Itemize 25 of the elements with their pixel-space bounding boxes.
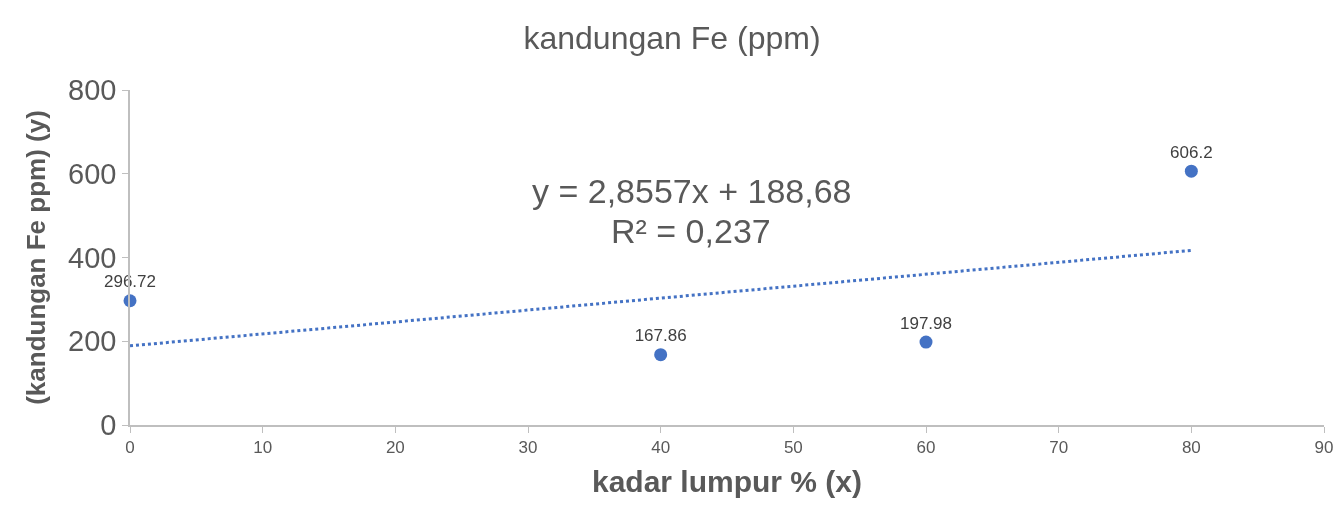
x-tick-label: 70	[1049, 438, 1069, 458]
chart-title: kandungan Fe (ppm)	[523, 19, 821, 56]
x-tick-label: 20	[385, 438, 405, 458]
point	[654, 348, 668, 362]
x-tick-label: 30	[518, 438, 538, 458]
point	[919, 335, 933, 349]
point	[1184, 164, 1198, 178]
x-tick-label: 0	[125, 438, 135, 458]
x-tick-label: 10	[253, 438, 273, 458]
x-tick-label: 80	[1181, 438, 1201, 458]
y-tick-label: 200	[68, 325, 117, 358]
y-tick-label: 800	[68, 74, 117, 107]
annotation: y = 2,8557x + 188,68	[532, 172, 852, 210]
data-label: 197.98	[900, 313, 952, 333]
x-axis-title: kadar lumpur % (x)	[591, 465, 863, 499]
x-tick-label: 90	[1314, 438, 1334, 458]
y-axis-title: (kandungan Fe ppm) (y)	[20, 110, 51, 405]
annotation: R² = 0,237	[611, 212, 771, 250]
y-tick-label: 400	[68, 241, 117, 274]
data-label: 606.2	[1170, 142, 1213, 162]
x-tick-label: 50	[783, 438, 803, 458]
y-tick-label: 600	[68, 157, 117, 190]
x-tick-label: 40	[651, 438, 671, 458]
data-label: 167.86	[634, 326, 687, 346]
x-tick-label: 60	[916, 438, 936, 458]
